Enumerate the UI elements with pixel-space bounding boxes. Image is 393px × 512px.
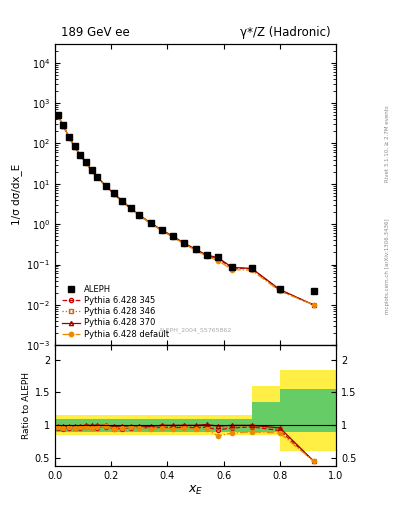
- Text: 189 GeV ee: 189 GeV ee: [61, 26, 129, 39]
- Legend: ALEPH, Pythia 6.428 345, Pythia 6.428 346, Pythia 6.428 370, Pythia 6.428 defaul: ALEPH, Pythia 6.428 345, Pythia 6.428 34…: [59, 283, 172, 341]
- Text: γ*/Z (Hadronic): γ*/Z (Hadronic): [240, 26, 331, 39]
- Text: Rivet 3.1.10, ≥ 2.7M events: Rivet 3.1.10, ≥ 2.7M events: [385, 105, 390, 182]
- Y-axis label: Ratio to ALEPH: Ratio to ALEPH: [22, 372, 31, 439]
- X-axis label: $x_E$: $x_E$: [188, 483, 203, 497]
- Y-axis label: 1/σ dσ/dx_E: 1/σ dσ/dx_E: [11, 164, 22, 225]
- Text: ALEPH_2004_S5765862: ALEPH_2004_S5765862: [159, 328, 232, 333]
- Text: mcplots.cern.ch [arXiv:1306.3436]: mcplots.cern.ch [arXiv:1306.3436]: [385, 219, 390, 314]
